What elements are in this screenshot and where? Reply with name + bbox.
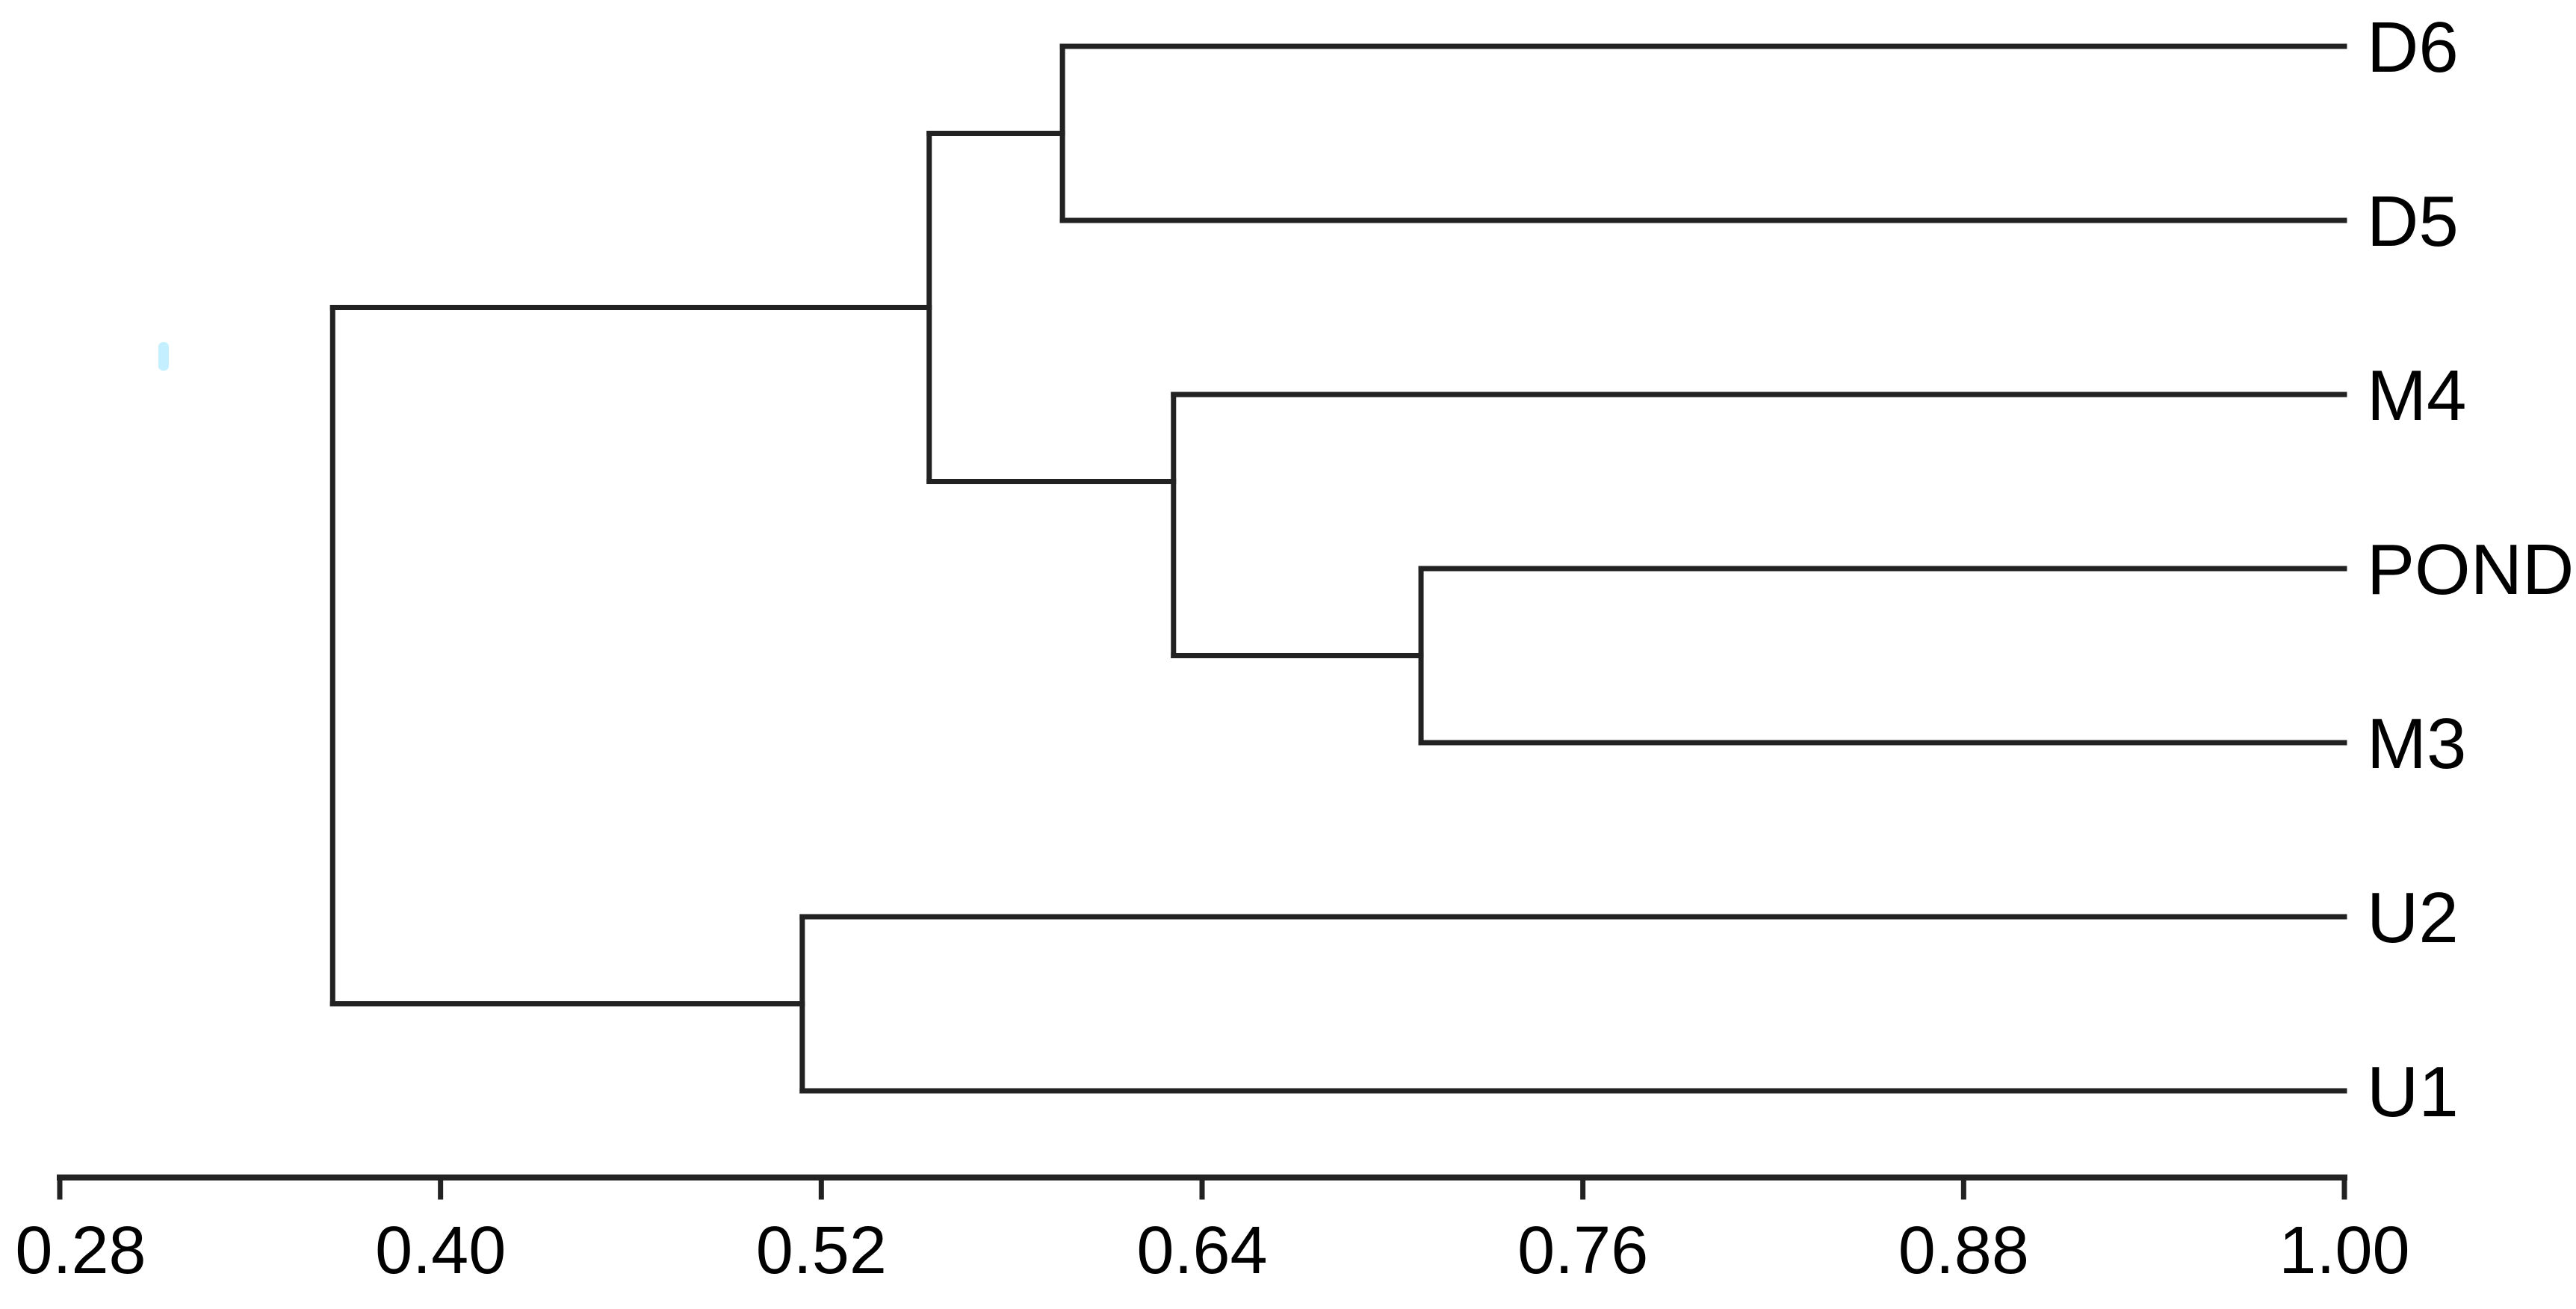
stray-cyan-speck bbox=[158, 342, 169, 371]
axis-tick-label: 0.28 bbox=[15, 1213, 146, 1288]
leaf-label: M4 bbox=[2367, 356, 2466, 436]
axis-tick-label: 0.40 bbox=[375, 1213, 506, 1288]
leaf-label: POND bbox=[2367, 530, 2574, 610]
leaf-label: U1 bbox=[2367, 1052, 2459, 1132]
axis-tick-label: 0.88 bbox=[1898, 1213, 2029, 1288]
dendrogram-tree bbox=[329, 43, 2347, 1094]
axis-tick-label: 0.52 bbox=[756, 1213, 887, 1288]
axis-tick-label: 1.00 bbox=[2279, 1213, 2409, 1288]
similarity-axis: 0.28 0.40 0.52 0.64 0.76 0.88 1.00 bbox=[15, 1175, 2410, 1288]
axis-tick-label: 0.64 bbox=[1136, 1213, 1267, 1288]
leaf-labels: D6 D5 M4 POND M3 U2 U1 bbox=[2367, 7, 2574, 1132]
axis-tick-label: 0.76 bbox=[1517, 1213, 1648, 1288]
compression-artifact bbox=[158, 342, 169, 371]
leaf-label: D5 bbox=[2367, 182, 2459, 262]
leaf-label: D6 bbox=[2367, 7, 2459, 87]
leaf-label: M3 bbox=[2367, 704, 2466, 784]
leaf-label: U2 bbox=[2367, 878, 2459, 958]
